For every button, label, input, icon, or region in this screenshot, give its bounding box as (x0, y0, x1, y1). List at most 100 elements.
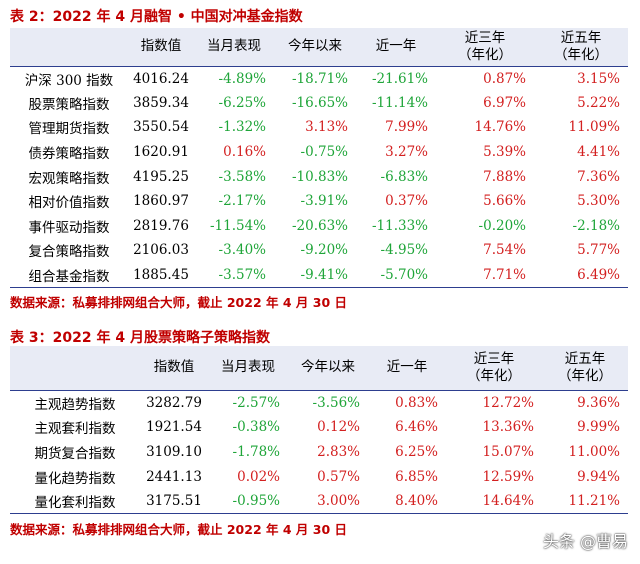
index-value-cell: 3109.10 (146, 443, 202, 460)
table-row: 期货复合指数 3109.10 -1.78% 2.83% 6.25% 15.07% 11.00… (10, 440, 628, 465)
index-name-cell: 事件驱动指数 (28, 219, 110, 236)
index-value-cell: 2441.13 (146, 468, 202, 485)
return-cell: -3.91% (300, 193, 348, 210)
return-cell: -21.61% (356, 65, 436, 91)
return-cell: 0.37% (385, 193, 428, 210)
return-cell: 14.64% (446, 489, 542, 515)
table1-title: 表 2：2022 年 4 月融智 • 中国对冲基金指数 (10, 9, 303, 25)
table-row: 量化趋势指数 2441.13 0.02% 0.57% 6.85% 12.59% 9.94% (10, 464, 628, 489)
table-row: 管理期货指数 3550.54 -1.32% 3.13% 7.99% 14.76% 11.09… (10, 115, 628, 140)
index-value-cell: 1620.91 (133, 144, 189, 161)
column-header (10, 346, 140, 390)
return-cell: 6.49% (534, 262, 628, 288)
column-header: 近五年 （年化） (542, 346, 628, 390)
return-cell: 7.54% (483, 242, 526, 259)
watermark: 头条 @曹易 (542, 532, 628, 551)
table-row: 债券策略指数 1620.91 0.16% -0.75% 3.27% 5.39% 4.41% (10, 140, 628, 165)
return-cell: 5.22% (577, 94, 620, 111)
return-cell: 6.25% (395, 443, 438, 460)
return-cell: -6.25% (218, 94, 266, 111)
return-cell: 15.07% (482, 443, 534, 460)
index-name-cell: 管理期货指数 (28, 121, 110, 138)
hedge-fund-index-table: 指数值 当月表现 今年以来 近一年 近三年 （年化） 近五年 （年化） 沪深 300 指数 401… (10, 28, 628, 288)
return-cell: -3.56% (288, 389, 368, 415)
return-cell: -20.63% (291, 217, 348, 234)
return-cell: -11.14% (371, 94, 428, 111)
return-cell: 3.15% (534, 65, 628, 91)
column-header: 近一年 (368, 346, 446, 390)
return-cell: 0.57% (317, 468, 360, 485)
return-cell: 5.66% (483, 193, 526, 210)
return-cell: 0.12% (317, 419, 360, 436)
column-header: 近一年 (356, 28, 436, 66)
table1-source: 数据来源：私募排排网组合大师，截止 2022 年 4 月 30 日 (10, 295, 347, 310)
table-row: 事件驱动指数 2819.76 -11.54% -20.63% -11.33% -0.20%… (10, 214, 628, 239)
return-cell: 6.46% (395, 419, 438, 436)
return-cell: -11.33% (371, 217, 428, 234)
index-value-cell: 1885.45 (128, 262, 194, 288)
return-cell: -3.40% (218, 242, 266, 259)
return-cell: 9.36% (542, 389, 628, 415)
return-cell: 0.02% (237, 468, 280, 485)
return-cell: 7.36% (577, 168, 620, 185)
return-cell: 0.16% (223, 144, 266, 161)
return-cell: -2.57% (208, 389, 288, 415)
index-name-cell: 股票策略指数 (28, 96, 110, 113)
column-header: 今年以来 (288, 346, 368, 390)
table2-source: 数据来源：私募排排网组合大师，截止 2022 年 4 月 30 日 (10, 522, 347, 537)
index-name-cell: 相对价值指数 (28, 195, 110, 212)
return-cell: 12.59% (482, 468, 534, 485)
table-row: 股票策略指数 3859.34 -6.25% -16.65% -11.14% 6.97% 5.… (10, 91, 628, 116)
index-value-cell: 4016.24 (128, 65, 194, 91)
return-cell: 3.00% (288, 489, 368, 515)
return-cell: 9.94% (577, 468, 620, 485)
column-header: 近五年 （年化） (534, 28, 628, 66)
table-header-row: 指数值 当月表现 今年以来 近一年 近三年 （年化） 近五年 （年化） (10, 28, 628, 66)
return-cell: 0.87% (436, 65, 534, 91)
return-cell: -4.89% (194, 65, 274, 91)
return-cell: -0.20% (478, 217, 526, 234)
column-header: 近三年 （年化） (446, 346, 542, 390)
return-cell: 12.72% (446, 389, 542, 415)
return-cell: -2.17% (218, 193, 266, 210)
index-name-cell: 复合策略指数 (28, 244, 110, 261)
table-row: 复合策略指数 2106.03 -3.40% -9.20% -4.95% 7.54% 5.77… (10, 238, 628, 263)
index-value-cell: 2106.03 (133, 242, 189, 259)
table-row: 量化套利指数 3175.51 -0.95% 3.00% 8.40% 14.64% 11.21… (10, 489, 628, 515)
return-cell: -16.65% (291, 94, 348, 111)
return-cell: 7.88% (483, 168, 526, 185)
index-name-cell: 期货复合指数 (34, 445, 116, 462)
index-value-cell: 1860.97 (133, 193, 189, 210)
return-cell: -0.38% (232, 419, 280, 436)
return-cell: 8.40% (368, 489, 446, 515)
table-row: 相对价值指数 1860.97 -2.17% -3.91% 0.37% 5.66% 5.30% (10, 189, 628, 214)
return-cell: -1.78% (232, 443, 280, 460)
return-cell: 14.76% (474, 119, 526, 136)
index-value-cell: 3282.79 (140, 389, 208, 415)
return-cell: -4.95% (380, 242, 428, 259)
table-header-row: 指数值 当月表现 今年以来 近一年 近三年 （年化） 近五年 （年化） (10, 346, 628, 390)
column-header: 指数值 (140, 346, 208, 390)
index-name-cell: 组合基金指数 (10, 262, 128, 288)
index-value-cell: 3859.34 (133, 94, 189, 111)
table-row: 组合基金指数 1885.45 -3.57% -9.41% -5.70% 7.71% 6.49… (10, 262, 628, 288)
return-cell: 2.83% (317, 443, 360, 460)
return-cell: -9.20% (300, 242, 348, 259)
return-cell: -0.75% (300, 144, 348, 161)
return-cell: 5.77% (577, 242, 620, 259)
index-name-cell: 沪深 300 指数 (10, 65, 128, 91)
return-cell: -9.41% (274, 262, 356, 288)
return-cell: 3.27% (385, 144, 428, 161)
index-name-cell: 量化套利指数 (10, 489, 140, 515)
return-cell: 11.00% (568, 443, 620, 460)
return-cell: 13.36% (482, 419, 534, 436)
return-cell: -3.58% (218, 168, 266, 185)
index-value-cell: 4195.25 (133, 168, 189, 185)
index-value-cell: 1921.54 (146, 419, 202, 436)
return-cell: -2.18% (572, 217, 620, 234)
table-row: 主观趋势指数 3282.79 -2.57% -3.56% 0.83% 12.72% 9.36… (10, 389, 628, 415)
return-cell: -1.32% (218, 119, 266, 136)
table-row: 宏观策略指数 4195.25 -3.58% -10.83% -6.83% 7.88% 7.3… (10, 164, 628, 189)
column-header: 近三年 （年化） (436, 28, 534, 66)
return-cell: -18.71% (274, 65, 356, 91)
